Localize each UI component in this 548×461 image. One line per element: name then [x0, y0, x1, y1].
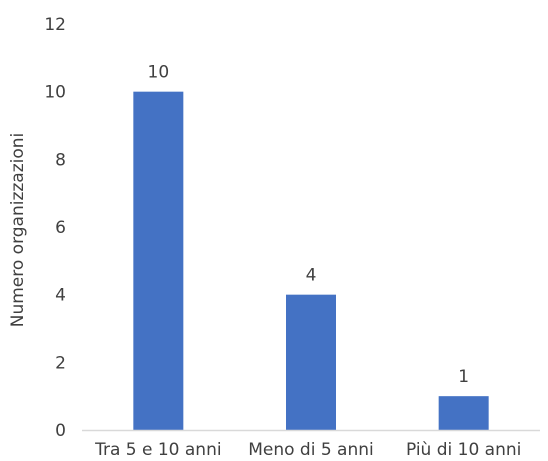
data-label: 1	[458, 367, 469, 387]
y-tick-label: 2	[55, 353, 66, 373]
y-tick-label: 0	[55, 421, 66, 441]
bar	[438, 396, 489, 430]
y-tick-label: 6	[55, 218, 66, 238]
y-tick-label: 10	[44, 83, 66, 103]
y-tick-label: 4	[55, 286, 66, 306]
bars	[133, 91, 489, 431]
y-axis-ticks: 0 2 4 6 8 10 12	[44, 15, 66, 441]
bar	[286, 294, 336, 430]
y-axis-title: Numero organizzazioni	[8, 133, 28, 328]
x-tick-label: Meno di 5 anni	[248, 440, 374, 460]
data-labels: 10 4 1	[148, 63, 470, 387]
y-tick-label: 12	[44, 15, 66, 35]
y-tick-label: 8	[55, 150, 66, 170]
x-axis-ticks: Tra 5 e 10 anni Meno di 5 anni Più di 10 a…	[94, 440, 521, 460]
data-label: 10	[148, 63, 170, 83]
x-tick-label: Più di 10 anni	[406, 440, 521, 460]
data-label: 4	[306, 266, 317, 286]
x-tick-label: Tra 5 e 10 anni	[94, 440, 222, 460]
bar	[133, 91, 184, 431]
